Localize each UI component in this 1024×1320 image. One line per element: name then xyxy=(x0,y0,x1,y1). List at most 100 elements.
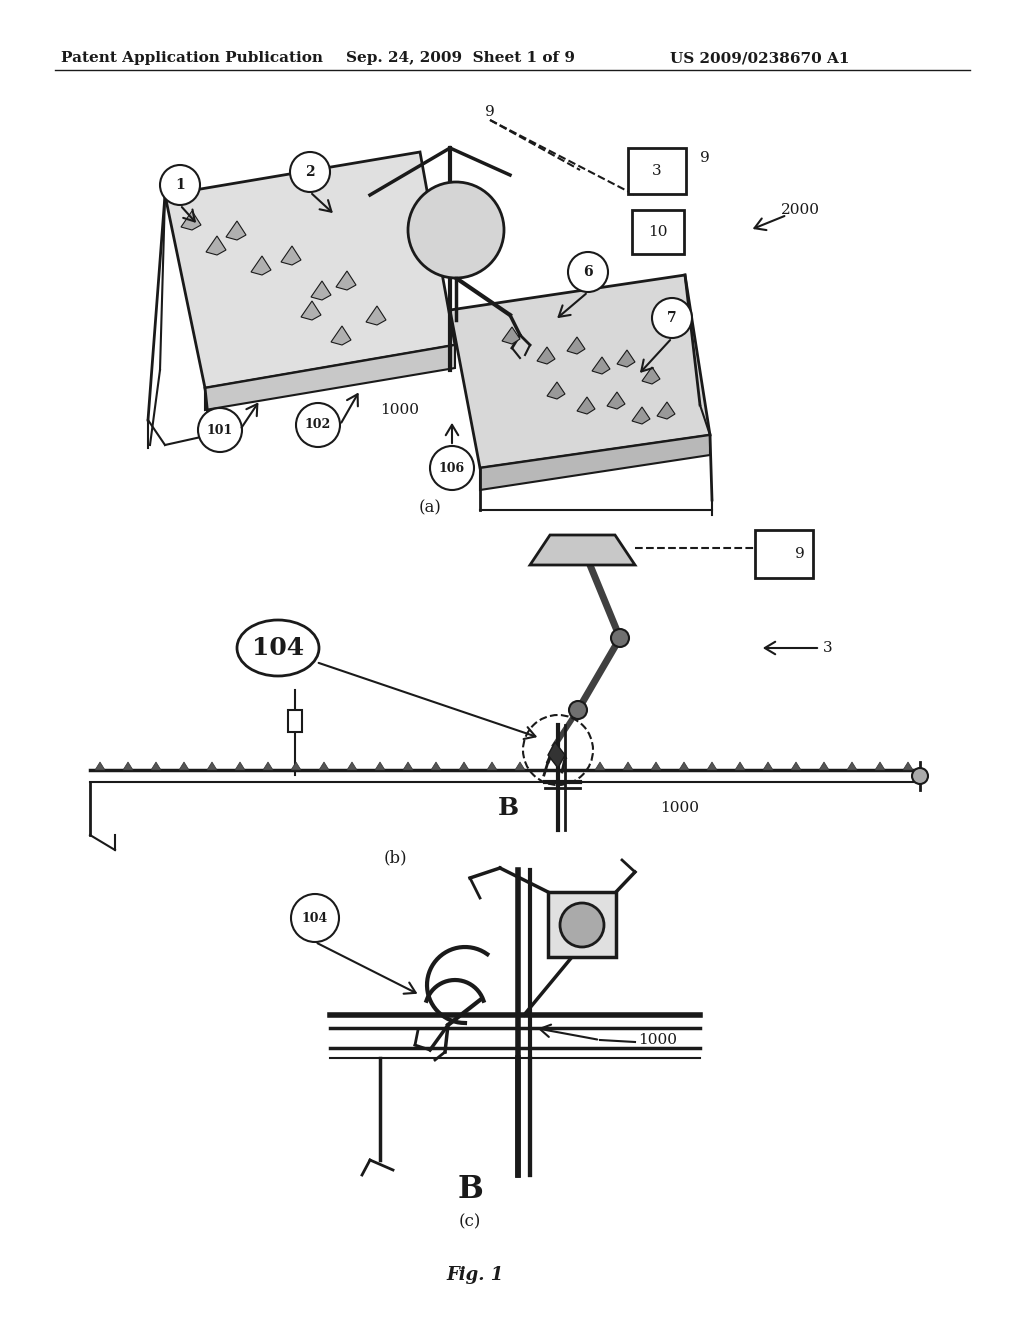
Text: (c): (c) xyxy=(459,1213,481,1230)
Text: 9: 9 xyxy=(700,150,710,165)
Polygon shape xyxy=(291,762,301,770)
Bar xyxy=(755,531,813,578)
Polygon shape xyxy=(331,326,351,345)
Text: B: B xyxy=(457,1175,483,1205)
Polygon shape xyxy=(642,367,660,384)
Polygon shape xyxy=(319,762,329,770)
Polygon shape xyxy=(301,301,321,319)
Circle shape xyxy=(160,165,200,205)
Circle shape xyxy=(430,446,474,490)
Polygon shape xyxy=(617,350,635,367)
Polygon shape xyxy=(735,762,745,770)
Polygon shape xyxy=(336,271,356,290)
Polygon shape xyxy=(847,762,857,770)
Circle shape xyxy=(560,903,604,946)
Text: 7: 7 xyxy=(668,312,677,325)
Bar xyxy=(548,892,616,957)
Text: 2000: 2000 xyxy=(780,203,819,216)
Polygon shape xyxy=(537,347,555,364)
Circle shape xyxy=(652,298,692,338)
Polygon shape xyxy=(502,327,520,345)
Text: 102: 102 xyxy=(305,418,331,432)
Circle shape xyxy=(568,252,608,292)
Circle shape xyxy=(296,403,340,447)
Circle shape xyxy=(290,152,330,191)
Polygon shape xyxy=(657,403,675,418)
Polygon shape xyxy=(459,762,469,770)
Bar xyxy=(628,148,686,194)
Polygon shape xyxy=(819,762,829,770)
Polygon shape xyxy=(181,211,201,230)
Polygon shape xyxy=(874,762,885,770)
Polygon shape xyxy=(450,275,710,469)
Text: 2: 2 xyxy=(305,165,314,180)
Text: Fig. 1: Fig. 1 xyxy=(446,1266,504,1284)
Bar xyxy=(632,210,684,253)
Text: 1000: 1000 xyxy=(381,403,420,417)
Polygon shape xyxy=(347,762,357,770)
Text: 9: 9 xyxy=(795,546,805,561)
Polygon shape xyxy=(431,762,441,770)
Circle shape xyxy=(611,630,629,647)
Bar xyxy=(288,710,302,733)
Polygon shape xyxy=(480,436,710,490)
Text: 1000: 1000 xyxy=(638,1034,677,1047)
Text: (b): (b) xyxy=(383,850,407,866)
Polygon shape xyxy=(311,281,331,300)
Polygon shape xyxy=(651,762,662,770)
Text: 3: 3 xyxy=(652,164,662,178)
Polygon shape xyxy=(547,381,565,399)
Polygon shape xyxy=(179,762,189,770)
Polygon shape xyxy=(206,236,226,255)
Polygon shape xyxy=(123,762,133,770)
Polygon shape xyxy=(567,337,585,354)
Text: (a): (a) xyxy=(419,499,441,516)
Polygon shape xyxy=(151,762,161,770)
Circle shape xyxy=(408,182,504,279)
Polygon shape xyxy=(623,762,633,770)
Text: Patent Application Publication: Patent Application Publication xyxy=(61,51,323,65)
Text: Sep. 24, 2009  Sheet 1 of 9: Sep. 24, 2009 Sheet 1 of 9 xyxy=(345,51,574,65)
Text: 106: 106 xyxy=(439,462,465,474)
Polygon shape xyxy=(366,306,386,325)
Polygon shape xyxy=(763,762,773,770)
Polygon shape xyxy=(548,742,565,768)
Polygon shape xyxy=(577,397,595,414)
Text: 1: 1 xyxy=(175,178,185,191)
Text: 1000: 1000 xyxy=(660,801,699,814)
Polygon shape xyxy=(530,535,635,565)
Text: US 2009/0238670 A1: US 2009/0238670 A1 xyxy=(671,51,850,65)
Polygon shape xyxy=(165,152,455,388)
Polygon shape xyxy=(234,762,245,770)
Polygon shape xyxy=(515,762,525,770)
Polygon shape xyxy=(487,762,497,770)
Circle shape xyxy=(291,894,339,942)
Polygon shape xyxy=(95,762,105,770)
Circle shape xyxy=(198,408,242,451)
Text: 104: 104 xyxy=(302,912,328,924)
Circle shape xyxy=(912,768,928,784)
Polygon shape xyxy=(592,356,610,374)
Polygon shape xyxy=(595,762,605,770)
Polygon shape xyxy=(679,762,689,770)
Text: 6: 6 xyxy=(584,265,593,279)
Text: 9: 9 xyxy=(485,106,495,119)
Text: 3: 3 xyxy=(823,642,833,655)
Polygon shape xyxy=(791,762,801,770)
Circle shape xyxy=(569,701,587,719)
Polygon shape xyxy=(263,762,273,770)
Polygon shape xyxy=(375,762,385,770)
Polygon shape xyxy=(226,220,246,240)
Polygon shape xyxy=(281,246,301,265)
Text: 10: 10 xyxy=(648,224,668,239)
Polygon shape xyxy=(903,762,913,770)
Polygon shape xyxy=(251,256,271,275)
Text: B: B xyxy=(498,796,518,820)
Text: 101: 101 xyxy=(207,424,233,437)
Polygon shape xyxy=(403,762,413,770)
Text: 104: 104 xyxy=(252,636,304,660)
Polygon shape xyxy=(207,762,217,770)
Polygon shape xyxy=(205,345,455,411)
Polygon shape xyxy=(632,407,650,424)
Ellipse shape xyxy=(237,620,319,676)
